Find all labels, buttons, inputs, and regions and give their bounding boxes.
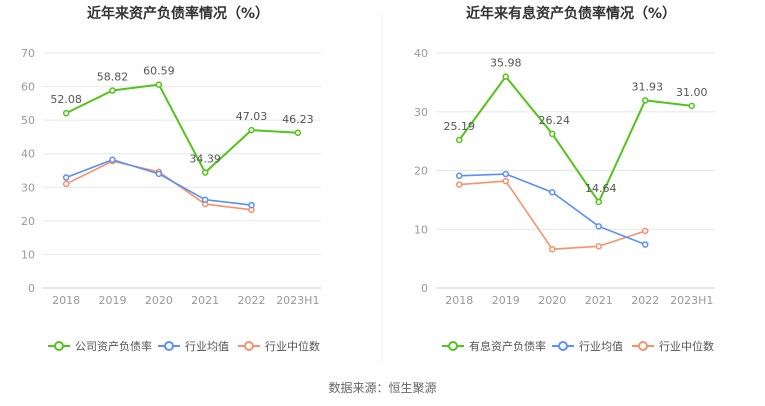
data-point bbox=[201, 169, 209, 176]
data-source-note: 数据来源：恒生聚源 bbox=[328, 381, 437, 395]
series-line bbox=[65, 158, 252, 206]
legend-marker bbox=[244, 341, 254, 351]
data-point bbox=[642, 97, 649, 104]
data-point bbox=[248, 201, 255, 209]
data-point bbox=[549, 245, 556, 253]
data-point bbox=[294, 129, 302, 137]
legend-marker bbox=[164, 341, 174, 351]
y-tick-label: 30 bbox=[21, 181, 35, 194]
data-point bbox=[62, 180, 70, 188]
data-point bbox=[201, 196, 209, 203]
chart-panel-2: 近年来有息资产负债率情况（%） 0 10 20 30 40 2018 2019 2020 2021… bbox=[414, 5, 715, 353]
data-point bbox=[642, 241, 649, 248]
y-tick-label: 10 bbox=[414, 223, 428, 236]
x-tick-label: 2018 bbox=[52, 294, 80, 307]
data-point bbox=[456, 136, 463, 144]
y-tick-label: 0 bbox=[28, 282, 35, 295]
y-tick-label: 40 bbox=[414, 47, 428, 60]
data-point bbox=[595, 198, 602, 206]
legend-label: 行业均值 bbox=[185, 340, 229, 353]
data-label: 14.64 bbox=[585, 182, 617, 195]
data-point bbox=[155, 81, 163, 88]
data-point bbox=[62, 174, 70, 181]
legend-item: 行业均值 bbox=[158, 340, 229, 353]
legend-marker bbox=[558, 341, 568, 351]
data-point bbox=[109, 156, 116, 164]
data-point bbox=[688, 102, 695, 110]
y-tick-label: 10 bbox=[21, 248, 35, 261]
data-label: 31.00 bbox=[676, 86, 708, 99]
x-tick-label: 2019 bbox=[492, 294, 520, 307]
y-tick-label: 20 bbox=[414, 165, 428, 178]
data-point bbox=[109, 87, 116, 94]
data-label: 47.03 bbox=[236, 110, 268, 123]
series-line bbox=[458, 75, 692, 203]
data-point bbox=[456, 172, 463, 180]
data-point bbox=[595, 243, 602, 250]
x-tick-label: 2021 bbox=[191, 294, 219, 307]
legend-label: 行业均值 bbox=[579, 340, 623, 353]
x-tick-label: 2022 bbox=[238, 294, 266, 307]
legend-label: 行业中位数 bbox=[659, 339, 714, 353]
data-label: 46.23 bbox=[282, 113, 314, 126]
legend-item: 行业均值 bbox=[552, 340, 623, 353]
y-tick-label: 30 bbox=[414, 106, 428, 119]
data-label: 25.19 bbox=[444, 120, 476, 133]
data-point bbox=[155, 170, 163, 178]
y-tick-label: 70 bbox=[21, 47, 35, 60]
data-label: 26.24 bbox=[539, 114, 571, 127]
legend-marker bbox=[448, 341, 458, 351]
y-tick-label: 50 bbox=[21, 114, 35, 127]
data-label: 35.98 bbox=[490, 57, 522, 70]
data-label: 34.39 bbox=[189, 153, 221, 166]
y-tick-label: 60 bbox=[21, 81, 35, 94]
x-tick-label: 2019 bbox=[99, 294, 127, 307]
legend-marker bbox=[54, 341, 64, 351]
data-point bbox=[62, 109, 70, 117]
x-tick-label: 2023H1 bbox=[276, 294, 319, 307]
data-label: 52.08 bbox=[50, 93, 82, 106]
chart-title: 近年来资产负债率情况（%） bbox=[87, 5, 269, 22]
data-label: 58.82 bbox=[97, 71, 129, 84]
x-tick-label: 2023H1 bbox=[670, 294, 713, 307]
legend-label: 行业中位数 bbox=[265, 339, 320, 353]
legend-marker bbox=[638, 341, 648, 351]
data-point bbox=[248, 126, 255, 134]
series-line bbox=[65, 83, 298, 174]
data-point bbox=[642, 227, 649, 235]
y-tick-label: 20 bbox=[21, 215, 35, 228]
data-point bbox=[502, 73, 509, 80]
legend-item: 有息资产负债率 bbox=[442, 339, 546, 353]
x-tick-label: 2018 bbox=[445, 294, 473, 307]
x-tick-label: 2022 bbox=[631, 294, 659, 307]
data-point bbox=[549, 130, 556, 138]
data-point bbox=[595, 223, 602, 230]
series-line bbox=[459, 173, 646, 246]
x-tick-label: 2020 bbox=[145, 294, 173, 307]
legend-label: 有息资产负债率 bbox=[469, 339, 546, 353]
chart-panel-1: 近年来资产负债率情况（%） 0 10 20 30 40 50 60 70 2018 2019 2020… bbox=[21, 5, 321, 353]
legend-item: 公司资产负债率 bbox=[48, 339, 152, 353]
x-tick-label: 2020 bbox=[538, 294, 566, 307]
data-point bbox=[456, 181, 463, 188]
data-point bbox=[502, 170, 509, 178]
chart-title: 近年来有息资产负债率情况（%） bbox=[466, 5, 676, 22]
data-label: 60.59 bbox=[143, 65, 175, 78]
y-tick-label: 40 bbox=[21, 148, 35, 161]
data-point bbox=[549, 188, 556, 196]
legend-item: 行业中位数 bbox=[632, 339, 714, 353]
y-tick-label: 0 bbox=[421, 282, 428, 295]
x-tick-label: 2021 bbox=[585, 294, 613, 307]
legend-label: 公司资产负债率 bbox=[75, 339, 152, 353]
legend-item: 行业中位数 bbox=[238, 339, 320, 353]
data-label: 31.93 bbox=[632, 80, 664, 93]
data-point bbox=[502, 177, 509, 185]
